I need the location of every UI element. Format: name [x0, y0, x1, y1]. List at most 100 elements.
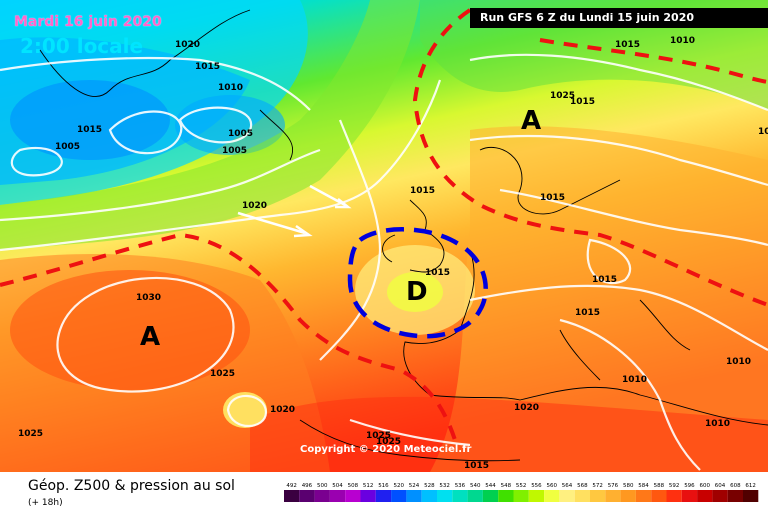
- isobar-labels: 1020 1015 1010 1015 1005 1005 1005 1020 …: [18, 36, 768, 471]
- isobar-label: 1005: [228, 129, 253, 139]
- low-center: D: [406, 277, 428, 307]
- isobar-label: 1010: [705, 419, 730, 429]
- legend-value: 612: [745, 483, 756, 489]
- isobar-label: 1015: [410, 186, 435, 196]
- cold-center: [10, 80, 170, 160]
- legend-swatch: [743, 490, 759, 502]
- isobar-label: 1010: [670, 36, 695, 46]
- legend-swatch: [635, 490, 652, 502]
- legend-swatch: [482, 490, 499, 502]
- forecast-date: Mardi 16 juin 2020: [14, 14, 162, 30]
- legend-value: 504: [332, 483, 343, 489]
- high-core-west: [10, 270, 250, 390]
- high-center-north: A: [521, 106, 541, 136]
- legend-swatch: [544, 490, 560, 502]
- legend-swatch: [666, 490, 682, 502]
- legend-value: 560: [547, 483, 558, 489]
- legend-swatch: [727, 490, 743, 502]
- legend-value: 592: [669, 483, 680, 489]
- legend-value: 492: [286, 483, 297, 489]
- wind-arrows: [237, 184, 352, 238]
- legend-swatch: [620, 490, 636, 502]
- legend-value: 540: [470, 483, 481, 489]
- legend-value: 568: [577, 483, 588, 489]
- legend-value: 528: [424, 483, 435, 489]
- isobar-label: 1015: [77, 125, 102, 135]
- forecast-time: 2:00 locale: [20, 34, 144, 58]
- legend-value: 536: [455, 483, 466, 489]
- legend-swatch: [574, 490, 590, 502]
- legend-swatch: [559, 490, 575, 502]
- legend-swatch: [467, 490, 483, 502]
- run-info: Run GFS 6 Z du Lundi 15 juin 2020: [470, 8, 768, 28]
- legend-swatch: [421, 490, 437, 502]
- isobar-label: 1005: [222, 146, 247, 156]
- footer-title: Géop. Z500 & pression au sol: [28, 478, 235, 494]
- low-core: [387, 272, 443, 312]
- legend-value: 576: [608, 483, 619, 489]
- legend-swatch: [681, 490, 698, 502]
- legend-value: 544: [485, 483, 496, 489]
- isobar-label: 1015: [195, 62, 220, 72]
- warm-south: [250, 396, 768, 472]
- isobar-label: 1025: [366, 431, 391, 441]
- isobar-label: 1015: [425, 268, 450, 278]
- trough-lines: [0, 8, 768, 441]
- legend-swatch: [590, 490, 606, 502]
- legend-value: 512: [363, 483, 374, 489]
- legend-value: 548: [501, 483, 512, 489]
- isobar-label: 1020: [242, 201, 267, 211]
- legend-swatch: [697, 490, 713, 502]
- legend-swatch: [498, 490, 514, 502]
- legend-swatch: [528, 490, 545, 502]
- isobar-label: 1015: [615, 40, 640, 50]
- legend-value: 524: [409, 483, 420, 489]
- weather-map: A A D 1020 1015 1010 1015 1005 1005 1005…: [0, 0, 768, 472]
- legend-value: 496: [302, 483, 313, 489]
- legend-value: 520: [394, 483, 405, 489]
- small-cell: [223, 392, 267, 428]
- isobar-label: 1020: [514, 403, 539, 413]
- isobar-label: 1030: [136, 293, 161, 303]
- legend-swatch: [375, 490, 392, 502]
- legend-swatch: [345, 490, 361, 502]
- legend-value: 516: [378, 483, 389, 489]
- legend-value: 596: [684, 483, 695, 489]
- legend-swatch: [314, 490, 330, 502]
- legend-swatch: [329, 490, 346, 502]
- legend-value: 572: [592, 483, 603, 489]
- legend-swatch: [299, 490, 315, 502]
- isobar-label: 1020: [270, 405, 295, 415]
- isobar-label: 1015: [464, 461, 489, 471]
- footer-subtitle: (+ 18h): [28, 498, 63, 508]
- green-band: [0, 0, 420, 250]
- isobar-label: 1010: [622, 375, 647, 385]
- legend-swatch: [651, 490, 667, 502]
- isobar-label: 1015: [575, 308, 600, 318]
- isobar-label: 1015: [592, 275, 617, 285]
- legend-value: 552: [516, 483, 527, 489]
- legend-swatch: [437, 490, 453, 502]
- legend-value: 500: [317, 483, 328, 489]
- isobar-label: 1010: [726, 357, 751, 367]
- legend-swatch: [284, 490, 300, 502]
- legend-value: 580: [623, 483, 634, 489]
- map-canvas: A A D 1020 1015 1010 1015 1005 1005 1005…: [0, 0, 768, 472]
- legend-value: 588: [654, 483, 665, 489]
- high-center-west: A: [140, 322, 160, 352]
- copyright: Copyright © 2020 Meteociel.fr: [300, 444, 472, 455]
- legend-swatch: [391, 490, 407, 502]
- warm-ridge-east: [430, 126, 768, 472]
- isobar-label: 1015: [570, 97, 595, 107]
- legend-value: 600: [700, 483, 711, 489]
- isobar-label: 1025: [550, 91, 575, 101]
- isobar-label: 1020: [175, 40, 200, 50]
- legend-swatch: [406, 490, 422, 502]
- legend-swatch: [513, 490, 529, 502]
- legend-value: 564: [562, 483, 573, 489]
- isobar-label: 1005: [55, 142, 80, 152]
- isobar-label: 1010: [218, 83, 243, 93]
- legend-value: 584: [638, 483, 649, 489]
- isobar-label: 1025: [210, 369, 235, 379]
- legend-value: 508: [348, 483, 359, 489]
